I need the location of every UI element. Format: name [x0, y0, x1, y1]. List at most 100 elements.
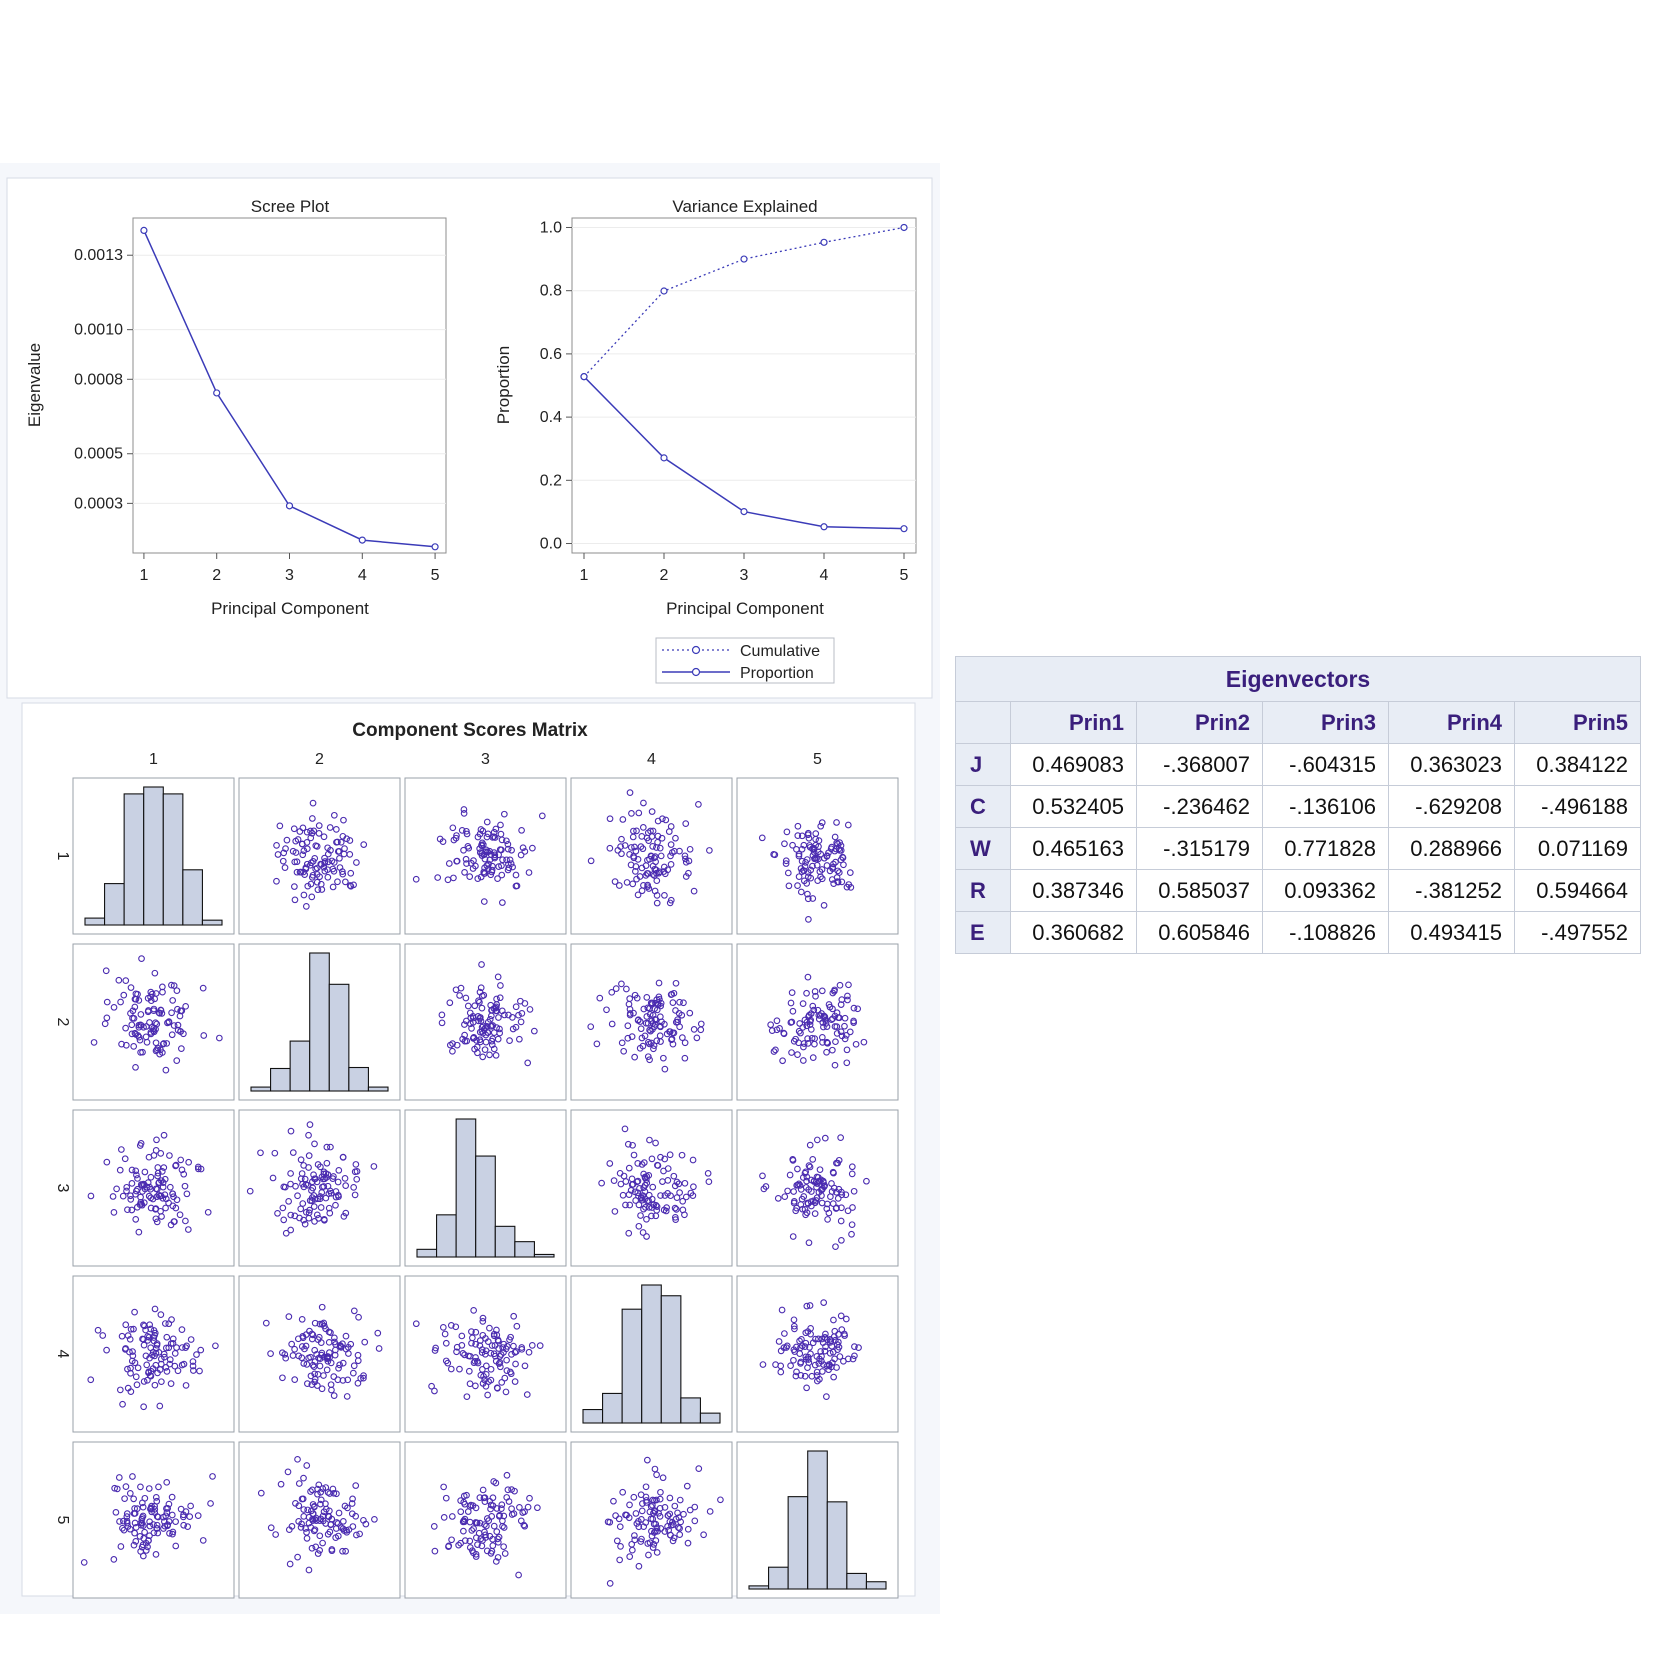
- scatter-point: [505, 1011, 512, 1019]
- scatter-point: [686, 845, 694, 853]
- scatter-point: [795, 873, 803, 881]
- scatter-point: [151, 1381, 159, 1389]
- scatter-point: [171, 1350, 179, 1357]
- table-cell: -.368007: [1136, 743, 1263, 786]
- scatter-point: [498, 862, 505, 870]
- scatter-point: [809, 862, 816, 870]
- scatter-point: [110, 1209, 118, 1216]
- scatter-panel: [238, 1441, 401, 1599]
- column-header: Prin5: [1514, 701, 1641, 744]
- scatter-point: [508, 1350, 515, 1358]
- scatter-point: [212, 1342, 219, 1350]
- scatter-point: [642, 1483, 650, 1491]
- scatter-point: [315, 829, 323, 837]
- variance-points: [580, 223, 908, 533]
- scatter-point: [838, 1191, 846, 1199]
- scatter-point: [802, 1353, 810, 1361]
- scatter-panel: [570, 777, 733, 935]
- scatter-point: [791, 1325, 798, 1333]
- scatter-point: [283, 836, 291, 844]
- y-tick-label: 0.0010: [74, 322, 123, 339]
- scatter-point: [160, 1040, 168, 1047]
- scatter-point: [312, 1543, 320, 1551]
- eigenvectors-title: Eigenvectors: [955, 656, 1641, 702]
- scatter-point: [131, 1510, 139, 1517]
- scatter-point: [483, 1522, 490, 1530]
- scatter-point: [621, 1125, 629, 1133]
- scatter-point: [637, 843, 645, 850]
- scatter-point: [257, 1149, 264, 1157]
- scatter-panel: [72, 1441, 235, 1599]
- scatter-point: [681, 1179, 689, 1187]
- scatter-point: [479, 1318, 487, 1325]
- scatter-point: [813, 1368, 821, 1376]
- variance-y-ticks: 0.00.20.40.60.81.0: [540, 219, 572, 553]
- scatter-point: [449, 1040, 456, 1047]
- scatter-point: [838, 1236, 845, 1244]
- scatter-point: [803, 989, 810, 997]
- scatter-point: [136, 1036, 144, 1044]
- scatter-point: [142, 1033, 150, 1041]
- scatter-point: [478, 842, 486, 850]
- scatter-point: [826, 867, 834, 875]
- scatter-point: [515, 1011, 522, 1019]
- scatter-point: [137, 1181, 145, 1188]
- scatter-point: [162, 1364, 170, 1371]
- scatter-point: [498, 1501, 506, 1509]
- scatter-point: [813, 1183, 820, 1191]
- scatter-point: [837, 1028, 845, 1036]
- scatter-point: [636, 873, 644, 880]
- scatter-point: [445, 1543, 452, 1550]
- scatter-point: [294, 1553, 301, 1561]
- scatter-point: [354, 1357, 362, 1365]
- scatter-point: [162, 1344, 170, 1352]
- scatter-point: [115, 1474, 123, 1481]
- scatter-point: [788, 1049, 795, 1056]
- scatter-point: [500, 810, 508, 818]
- scatter-point: [799, 1057, 807, 1064]
- scatter-point: [690, 1183, 697, 1191]
- scatter-point: [684, 1525, 692, 1533]
- scatter-point: [319, 1175, 327, 1183]
- scatter-point: [660, 863, 668, 871]
- scatter-point: [664, 1512, 672, 1519]
- scatter-point: [291, 858, 299, 866]
- scatter-point: [480, 898, 488, 905]
- histogram-bar: [143, 786, 164, 926]
- scatter-point: [160, 1131, 168, 1139]
- scatter-point: [310, 1527, 318, 1535]
- scatter-point: [800, 1043, 807, 1051]
- scatter-point: [126, 1335, 134, 1343]
- scatter-point: [318, 1320, 326, 1328]
- scatter-point: [834, 1159, 842, 1167]
- scatter-point: [317, 1204, 325, 1211]
- scatter-point: [350, 1307, 358, 1315]
- scatter-point: [503, 1367, 511, 1374]
- scatter-point: [517, 851, 525, 859]
- scatter-point: [817, 1348, 825, 1355]
- scatter-point: [779, 1057, 786, 1065]
- scatter-point: [314, 1161, 322, 1168]
- scatter-point: [347, 882, 355, 890]
- scatter-point: [450, 836, 458, 844]
- table-cell: -.381252: [1388, 869, 1515, 912]
- scatter-point: [276, 822, 284, 830]
- scatter-point: [476, 1494, 484, 1501]
- scatter-point: [329, 1485, 337, 1493]
- scatter-point: [129, 1473, 136, 1480]
- scatter-point: [845, 981, 852, 989]
- scatter-point: [317, 860, 325, 868]
- scatter-point: [180, 1170, 188, 1178]
- proportion-point: [740, 507, 748, 516]
- scatter-point: [134, 1364, 142, 1372]
- table-cell: -.236462: [1136, 785, 1263, 828]
- scatter-point: [622, 1511, 629, 1519]
- table-cell: 0.585037: [1136, 869, 1263, 912]
- scatter-point: [322, 1520, 330, 1527]
- scatter-point: [457, 1497, 465, 1504]
- scatter-point: [298, 1315, 306, 1323]
- scatter-point: [671, 1502, 679, 1510]
- scatter-point: [678, 1151, 686, 1159]
- scatter-point: [667, 852, 674, 860]
- scatter-point: [469, 865, 477, 872]
